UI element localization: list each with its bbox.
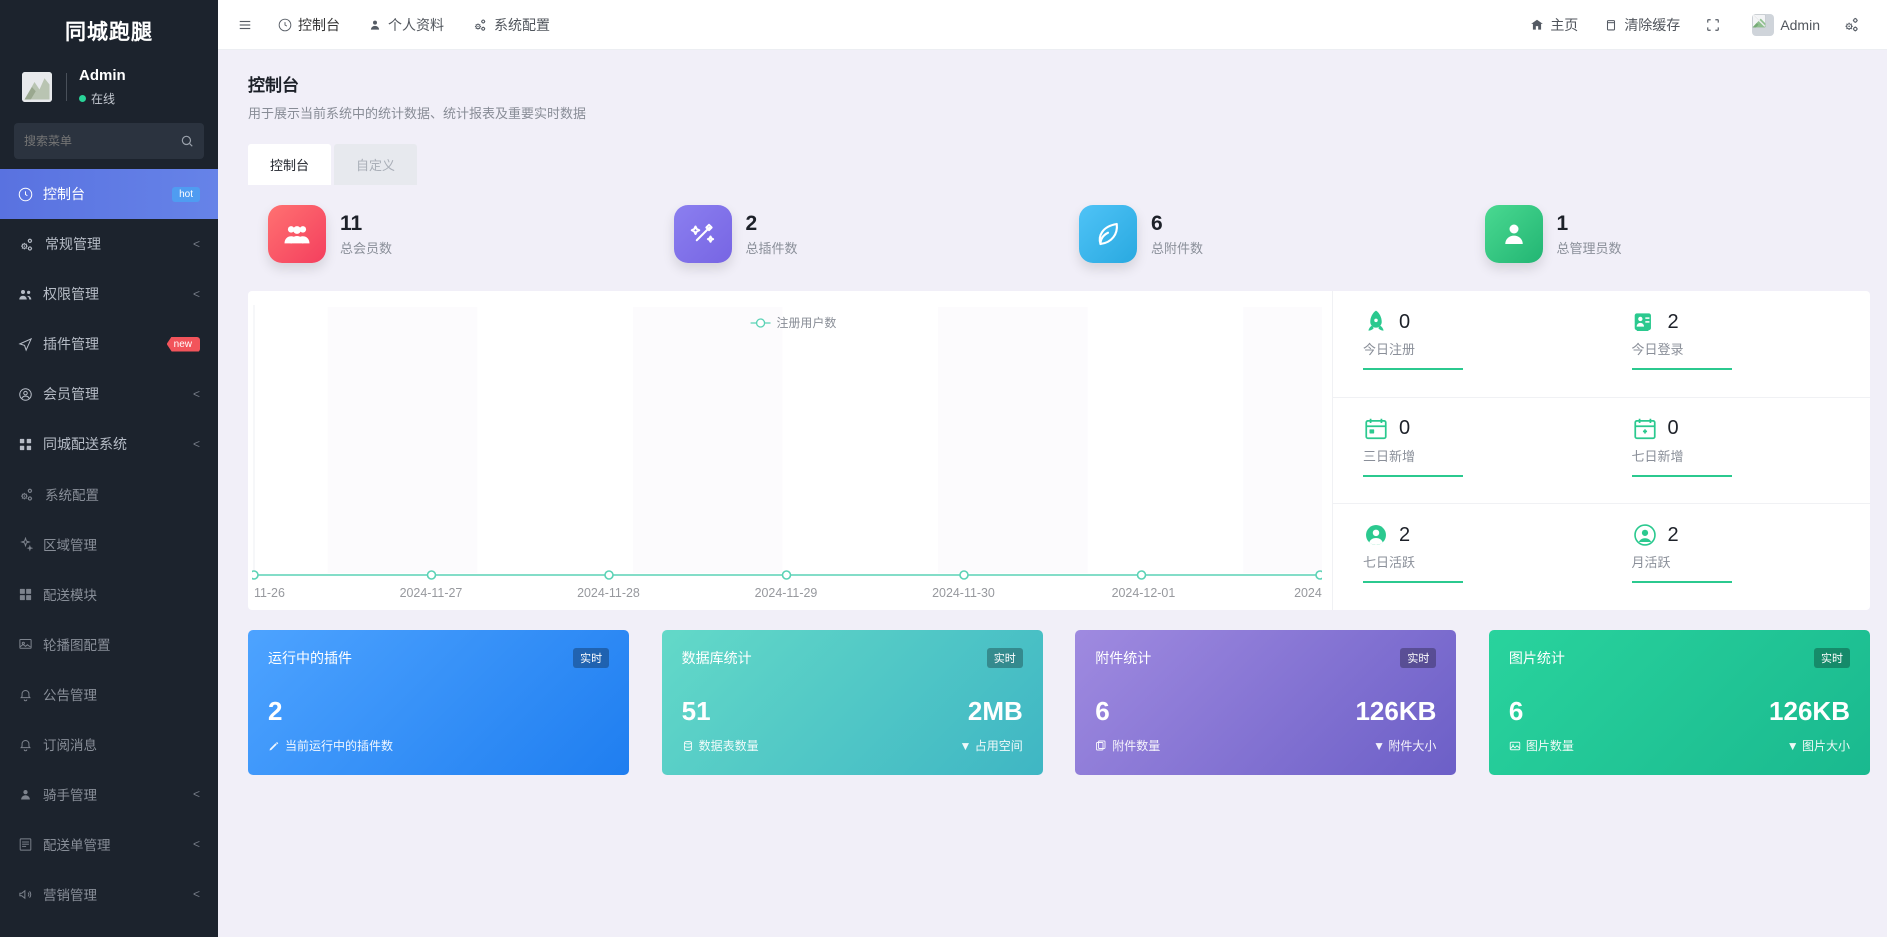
- svg-text:11-26: 11-26: [254, 586, 285, 600]
- svg-text:2024-11-27: 2024-11-27: [400, 586, 463, 600]
- svg-text:2024-12-01: 2024-12-01: [1112, 586, 1176, 600]
- svg-text:2024-11-29: 2024-11-29: [755, 586, 818, 600]
- svg-text:2024-11-30: 2024-11-30: [932, 586, 995, 600]
- svg-text:2024-12-02: 2024-12-02: [1294, 586, 1322, 600]
- svg-text:注册用户数: 注册用户数: [777, 315, 837, 330]
- svg-text:2024-11-28: 2024-11-28: [577, 586, 640, 600]
